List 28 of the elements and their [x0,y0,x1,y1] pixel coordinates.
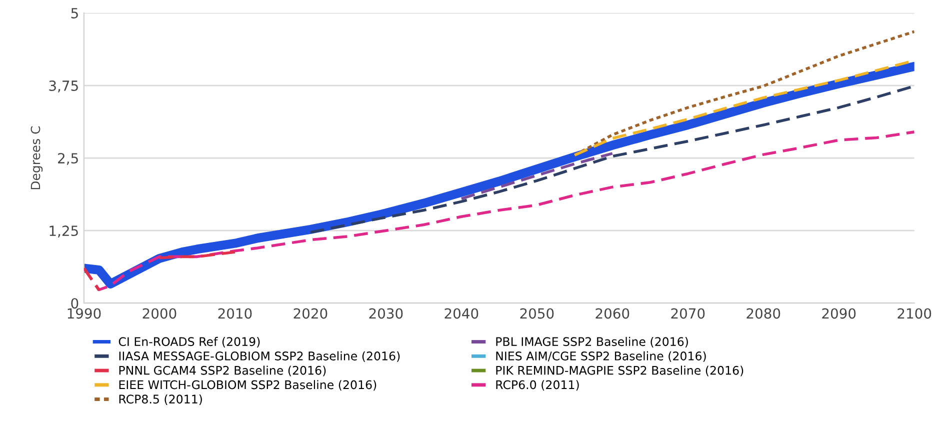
y-tick-label: 5 [71,8,78,18]
y-axis-title: Degrees C [30,126,43,190]
x-tick-label: 2020 [294,308,328,319]
legend-label: NIES AIM/CGE SSP2 Baseline (2016) [496,351,706,362]
x-tick-label: 2050 [520,308,554,319]
legend-label: RCP6.0 (2011) [496,380,579,391]
legend-label: EIEE WITCH-GLOBIOM SSP2 Baseline (2016) [119,380,376,391]
x-tick-label: 2070 [671,308,705,319]
x-tick-label: 2090 [822,308,856,319]
x-tick-label: 2000 [142,308,176,319]
y-tick-label: 2,5 [58,153,78,165]
legend-label: IIASA MESSAGE-GLOBIOM SSP2 Baseline (2016) [119,351,400,362]
legend-label: PBL IMAGE SSP2 Baseline (2016) [496,336,688,348]
y-tick-label: 3,75 [49,80,78,92]
line-series [460,152,614,200]
y-tick-label: 0 [71,298,78,309]
legend-label: CI En-ROADS Ref (2019) [118,336,260,348]
legend-label: PNNL GCAM4 SSP2 Baseline (2016) [119,366,326,376]
x-tick-label: 2080 [746,308,780,319]
x-tick-label: 2100 [898,308,932,319]
x-tick-label: 2040 [444,308,478,319]
x-tick-label: 2010 [218,308,252,319]
x-tick-label: 2060 [596,308,630,319]
legend-label: PIK REMIND-MAGPIE SSP2 Baseline (2016) [496,366,744,376]
legend-label: RCP8.5 (2011) [119,394,202,405]
y-tick-label: 1,25 [50,226,78,238]
x-tick-label: 1990 [68,308,101,319]
x-tick-label: 2030 [369,308,403,319]
